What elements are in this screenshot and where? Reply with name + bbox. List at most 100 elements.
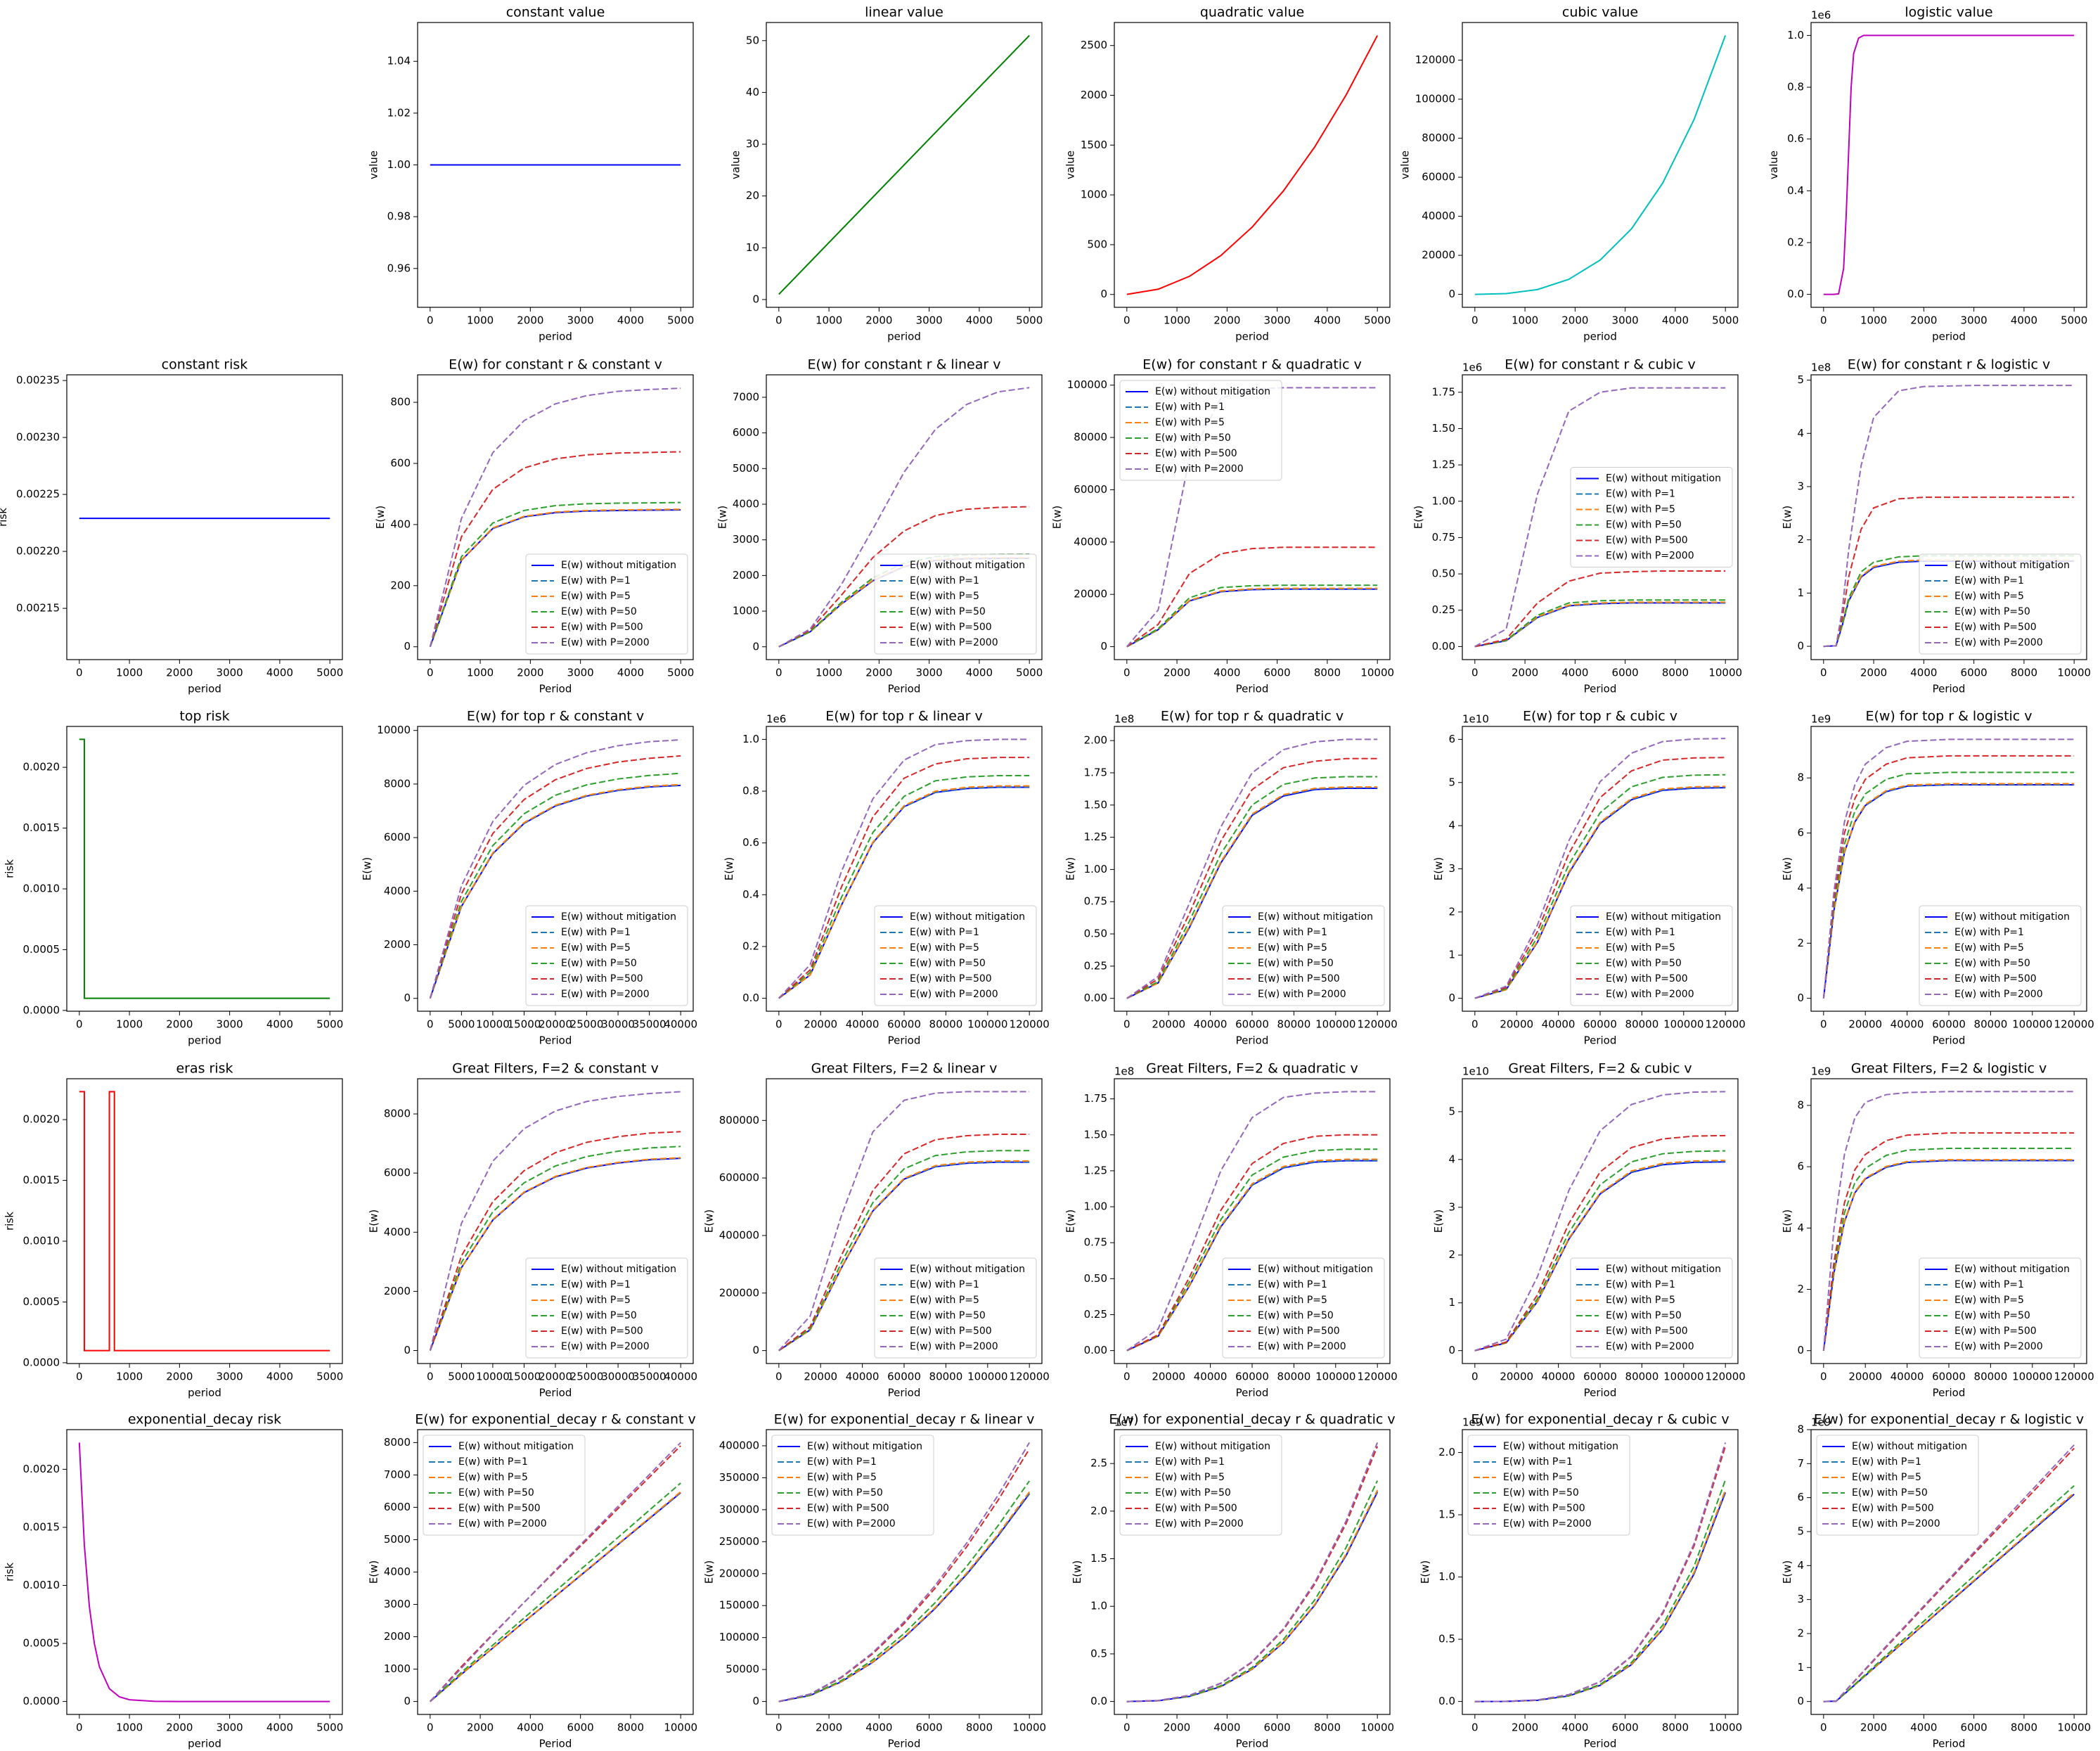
x-tick-label: 4000 [1213, 667, 1240, 679]
chart-title: E(w) for exponential_decay r & logistic … [1814, 1412, 2084, 1428]
x-tick-label: 80000 [1277, 1371, 1311, 1383]
y-tick-label: 2 [1448, 1248, 1455, 1261]
x-axis-label: Period [888, 1738, 921, 1750]
data-line [778, 785, 1030, 999]
legend-label: E(w) with P=5 [1954, 591, 2024, 602]
x-tick-label: 2000 [1860, 1721, 1887, 1734]
chart-title: E(w) for exponential_decay r & quadratic… [1109, 1412, 1395, 1428]
y-tick-label: 60000 [1074, 483, 1107, 496]
y-tick-label: 0.0000 [23, 1695, 60, 1707]
x-tick-label: 2000 [1860, 667, 1887, 679]
y-tick-label: 2000 [384, 1285, 411, 1297]
x-tick-label: 4000 [266, 1721, 293, 1734]
x-tick-label: 20000 [1848, 1018, 1882, 1031]
x-tick-label: 3000 [1612, 314, 1639, 327]
y-tick-label: 0.6 [742, 836, 759, 849]
legend-label: E(w) with P=500 [910, 622, 992, 633]
data-line [1474, 1134, 1726, 1352]
data-line [1474, 599, 1726, 648]
y-tick-label: 0.50 [1084, 928, 1107, 940]
x-tick-label: 4000 [617, 314, 644, 327]
legend-label: E(w) with P=500 [458, 1503, 541, 1514]
x-tick-label: 5000 [316, 1721, 343, 1734]
y-tick-label: 4000 [384, 885, 411, 897]
x-tick-label: 4000 [517, 1721, 543, 1734]
y-tick-label: 40000 [1422, 210, 1455, 222]
x-tick-label: 2000 [467, 1721, 494, 1734]
chart-title: E(w) for exponential_decay r & linear v [774, 1412, 1035, 1428]
data-line [1126, 546, 1378, 648]
y-tick-label: 100000 [719, 1631, 759, 1643]
legend-label: E(w) with P=2000 [1258, 989, 1346, 1000]
x-axis-label: Period [539, 1387, 572, 1399]
x-tick-label: 2000 [1561, 314, 1588, 327]
x-axis-label: period [1235, 331, 1269, 343]
x-axis-label: Period [1236, 1034, 1269, 1047]
y-tick-label: 0 [1797, 1695, 1804, 1707]
y-tick-label: 0.50 [1084, 1272, 1107, 1285]
legend-box [1919, 1257, 2082, 1359]
x-tick-label: 100000 [1315, 1018, 1355, 1031]
y-offset-label: 1e8 [1811, 361, 1831, 374]
y-tick-label: 400000 [719, 1439, 759, 1451]
data-line [1822, 1091, 2075, 1351]
legend-label: E(w) with P=2000 [1258, 1341, 1346, 1352]
legend-label: E(w) with P=50 [1954, 606, 2030, 617]
legend-box [1570, 905, 1733, 1006]
chart-title: top risk [179, 709, 229, 724]
data-line [1126, 1091, 1378, 1352]
legend-label: E(w) with P=2000 [458, 1518, 547, 1529]
x-tick-label: 40000 [1194, 1018, 1228, 1031]
data-line [1474, 602, 1726, 648]
x-axis-label: Period [888, 1387, 921, 1399]
y-axis-label: E(w) [361, 857, 373, 880]
x-tick-label: 4000 [1213, 1721, 1240, 1734]
y-tick-label: 8 [1797, 1098, 1804, 1111]
x-axis-label: period [188, 1738, 221, 1750]
legend-label: E(w) with P=50 [1606, 1310, 1682, 1321]
y-tick-label: 5000 [733, 462, 759, 475]
legend-label: E(w) without mitigation [1954, 1264, 2070, 1275]
x-axis-label: Period [1933, 683, 1966, 695]
legend: E(w) without mitigation E(w) with P=1 E(w)… [1919, 553, 2082, 655]
legend-label: E(w) with P=1 [910, 575, 979, 586]
x-tick-label: 8000 [1314, 667, 1341, 679]
legend-label: E(w) with P=50 [1954, 1310, 2030, 1321]
legend-label: E(w) without mitigation [1155, 1441, 1270, 1452]
chart-title: E(w) for constant r & linear v [808, 357, 1001, 373]
y-tick-label: 0 [1797, 1344, 1804, 1356]
y-axis-label: risk [4, 1212, 16, 1231]
x-axis-label: Period [888, 683, 921, 695]
legend-label: E(w) with P=2000 [1155, 463, 1244, 475]
legend-label: E(w) with P=1 [1606, 489, 1675, 500]
y-tick-label: 4000 [384, 1565, 411, 1578]
legend-box [1919, 553, 2082, 655]
data-line [1474, 570, 1726, 648]
y-tick-label: 8000 [384, 1436, 411, 1449]
y-axis-label: E(w) [1432, 1210, 1445, 1233]
x-axis-label: Period [1933, 1387, 1966, 1399]
data-line [778, 1480, 1030, 1702]
legend-box [1570, 467, 1733, 567]
y-tick-label: 0.00235 [16, 374, 60, 387]
data-line [1474, 601, 1726, 648]
x-tick-label: 35000 [633, 1018, 666, 1031]
y-tick-label: 2000 [733, 569, 759, 582]
x-tick-label: 25000 [570, 1018, 604, 1031]
data-line [1823, 1444, 2075, 1702]
y-tick-label: 1.00 [1084, 863, 1107, 876]
x-tick-label: 8000 [1662, 1721, 1689, 1734]
y-tick-label: 1.00 [1084, 1200, 1107, 1213]
y-tick-label: 0.8 [1787, 81, 1804, 94]
data-line [430, 1491, 681, 1702]
chart-title: exponential_decay risk [128, 1412, 281, 1428]
plot-area [766, 1429, 1043, 1715]
y-tick-label: 6 [1448, 733, 1455, 745]
y-offset-label: 1e7 [1114, 1416, 1134, 1429]
y-tick-label: 80000 [1074, 431, 1107, 444]
y-tick-label: 0.25 [1432, 603, 1455, 616]
y-axis-label: E(w) [374, 506, 387, 529]
x-tick-label: 0 [1123, 314, 1130, 327]
x-tick-label: 120000 [1706, 1018, 1746, 1031]
data-line [1822, 1159, 2075, 1351]
